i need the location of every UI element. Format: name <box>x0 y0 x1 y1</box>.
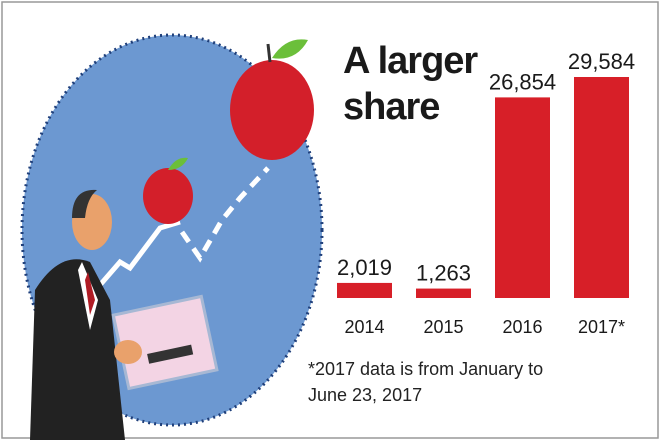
value-label: 29,584 <box>568 49 635 74</box>
bar <box>337 282 392 298</box>
x-tick-label: 2016 <box>502 317 542 337</box>
illustration <box>20 33 324 440</box>
footnote: *2017 data is from January to June 23, 2… <box>308 359 544 405</box>
value-label: 1,263 <box>416 261 471 286</box>
chart-title: A larger share <box>343 40 478 128</box>
x-tick-label: 2017* <box>578 317 625 337</box>
x-tick-label: 2014 <box>344 317 384 337</box>
bar <box>416 288 471 298</box>
bar <box>495 97 550 298</box>
x-tick-label: 2015 <box>423 317 463 337</box>
value-label: 26,854 <box>489 69 556 94</box>
value-label: 2,019 <box>337 255 392 280</box>
bar <box>574 77 629 298</box>
